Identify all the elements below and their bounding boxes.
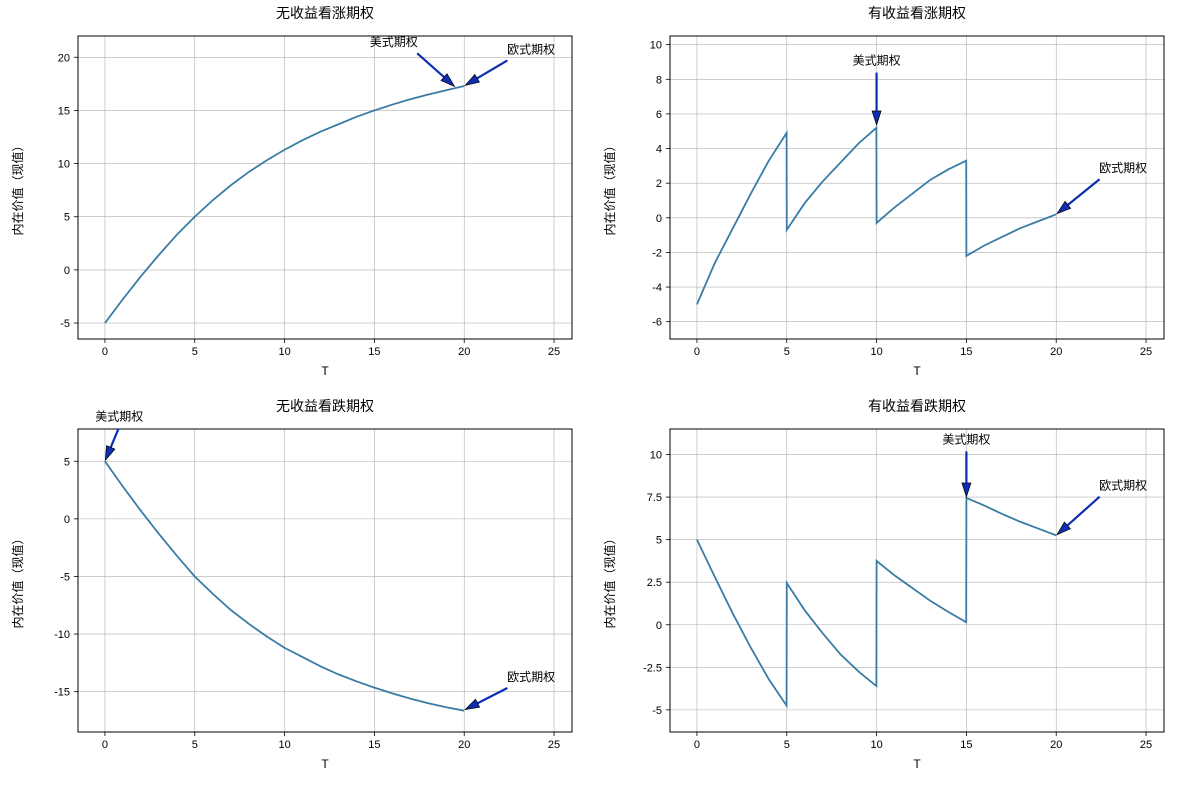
ytick-label: -5 [60,571,70,583]
ytick-label: 10 [650,40,662,52]
annotation-arrow-head [962,483,971,497]
xtick-label: 0 [102,346,108,358]
xtick-label: 20 [458,739,470,751]
annotation-label: 美式期权 [370,35,418,49]
annotation-label: 欧式期权 [1099,478,1147,492]
ytick-label: -2 [652,247,662,259]
xtick-label: 25 [548,346,560,358]
ytick-label: 0 [64,265,70,277]
annotation-label: 美式期权 [942,432,990,446]
axes-frame [78,429,572,732]
annotation-arrow-head [105,446,115,461]
xtick-label: 0 [694,346,700,358]
ytick-label: -10 [54,629,70,641]
annotation-arrow-line [477,60,507,78]
panel_tl: 0 5 10 15 20 25 -5 0 5 10 15 20 无收益看涨期权 T 内在价值（现值） 美式期权… [10,5,572,378]
axes-frame [78,36,572,339]
xtick-label: 5 [192,346,198,358]
panel_br: 0 5 10 15 20 25 -5 -2.5 0 2.5 5 7.5 10 有收益看跌期权 T 内在价值（现… [602,398,1164,771]
xlabel: T [321,757,329,771]
xtick-label: 25 [548,739,560,751]
xtick-label: 15 [960,346,972,358]
xtick-label: 25 [1140,739,1152,751]
xtick-label: 0 [102,739,108,751]
ytick-label: 8 [656,74,662,86]
ytick-label: -2.5 [643,662,662,674]
xtick-label: 15 [960,739,972,751]
annotation-arrow-head [872,111,881,125]
ylabel: 内在价值（现值） [10,532,25,628]
xtick-label: 10 [278,739,290,751]
annotation-label: 美式期权 [853,54,901,68]
ylabel: 内在价值（现值） [602,139,617,235]
xlabel: T [913,757,921,771]
annotation-label: 美式期权 [95,410,143,424]
ytick-label: 0 [656,620,662,632]
chart-title: 有收益看跌期权 [868,398,966,414]
panel_bl: 0 5 10 15 20 25 -15 -10 -5 0 5 无收益看跌期权 T 内在价值（现值） 美式期权… [10,398,572,771]
xtick-label: 20 [1050,346,1062,358]
annotation-arrow-line [1067,497,1099,526]
ytick-label: 4 [656,144,662,156]
ytick-label: 20 [58,52,70,64]
xtick-label: 15 [368,346,380,358]
ytick-label: -4 [652,282,662,294]
figure: 0510152025-505101520无收益看涨期权T内在价值（现值）美式期权… [0,0,1184,786]
xtick-label: 20 [1050,739,1062,751]
ytick-label: 5 [64,212,70,224]
xtick-label: 5 [192,739,198,751]
ytick-label: 0 [64,514,70,526]
chart-title: 无收益看跌期权 [276,398,374,414]
xtick-label: 0 [694,739,700,751]
ylabel: 内在价值（现值） [602,532,617,628]
xtick-label: 10 [870,739,882,751]
annotation-arrow-line [417,53,444,77]
axes-frame [670,429,1164,732]
annotation-arrow-line [111,429,119,448]
ytick-label: 5 [64,456,70,468]
ytick-label: -15 [54,687,70,699]
ytick-label: 10 [650,450,662,462]
annotation-label: 欧式期权 [1099,161,1147,175]
ytick-label: -5 [652,705,662,717]
annotation-arrow-line [478,688,508,703]
ytick-label: 6 [656,109,662,121]
xtick-label: 5 [784,346,790,358]
annotation-label: 欧式期权 [507,670,555,684]
annotation-label: 欧式期权 [507,42,555,56]
ylabel: 内在价值（现值） [10,139,25,235]
xtick-label: 5 [784,739,790,751]
xtick-label: 10 [278,346,290,358]
ytick-label: 7.5 [647,492,662,504]
xtick-label: 10 [870,346,882,358]
ytick-label: 2.5 [647,577,662,589]
annotation-arrow-head [465,699,480,709]
annotation-arrow-head [465,74,479,85]
xlabel: T [321,364,329,378]
xtick-label: 15 [368,739,380,751]
xtick-label: 25 [1140,346,1152,358]
ytick-label: -6 [652,317,662,329]
ytick-label: 0 [656,213,662,225]
ytick-label: 5 [656,535,662,547]
chart-title: 无收益看涨期权 [276,5,374,21]
ytick-label: 10 [58,159,70,171]
xtick-label: 20 [458,346,470,358]
ytick-label: 15 [58,105,70,117]
panel_tr: 0 5 10 15 20 25 -6 -4 -2 0 2 4 6 8 10 有收益看涨期权 T 内在价值（现值） 美… [602,5,1164,378]
ytick-label: 2 [656,178,662,190]
xlabel: T [913,364,921,378]
ytick-label: -5 [60,318,70,330]
chart-title: 有收益看涨期权 [868,5,966,21]
